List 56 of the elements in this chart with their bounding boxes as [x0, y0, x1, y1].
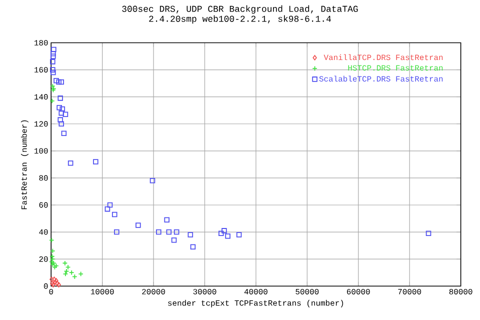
point — [50, 280, 54, 286]
point — [50, 98, 55, 104]
point — [48, 238, 54, 243]
point — [61, 130, 67, 136]
point — [50, 248, 56, 254]
point — [50, 67, 56, 72]
point — [426, 230, 432, 236]
point — [166, 229, 172, 235]
point — [62, 271, 68, 277]
point — [188, 232, 194, 238]
point — [93, 159, 98, 164]
point — [236, 232, 242, 238]
point — [136, 222, 141, 228]
chart-subtitle: 2.4.20smp web100-2.2.1, sk98-6.1.4 — [149, 15, 331, 24]
point — [52, 276, 56, 282]
point — [78, 271, 84, 277]
point — [218, 230, 224, 236]
point — [53, 279, 58, 285]
point — [54, 78, 59, 84]
point — [58, 96, 63, 101]
point — [58, 110, 64, 116]
point — [150, 178, 156, 184]
point — [68, 160, 74, 166]
point — [58, 117, 63, 122]
point — [50, 276, 54, 282]
point — [190, 244, 196, 250]
point — [62, 112, 68, 118]
point — [50, 50, 56, 56]
point — [56, 282, 61, 288]
point — [156, 229, 162, 235]
point — [58, 79, 64, 85]
point — [62, 260, 68, 266]
point — [50, 54, 56, 59]
point — [60, 106, 66, 112]
point — [50, 256, 56, 262]
point — [58, 121, 64, 127]
point — [222, 228, 227, 234]
point — [174, 229, 180, 235]
point — [104, 206, 110, 212]
point — [112, 212, 118, 218]
point — [50, 59, 56, 64]
point — [65, 264, 71, 270]
point — [50, 70, 56, 76]
point — [55, 280, 60, 286]
point — [225, 233, 230, 239]
point — [114, 229, 120, 235]
point — [56, 105, 62, 110]
point — [50, 83, 56, 89]
point — [51, 46, 56, 52]
point — [68, 270, 74, 276]
chart-title: 300sec DRS, UDP CBR Background Load, DataTAG — [122, 5, 358, 14]
point — [171, 238, 177, 243]
point — [56, 79, 62, 85]
point — [107, 202, 113, 208]
point — [51, 282, 56, 288]
point — [164, 217, 170, 223]
